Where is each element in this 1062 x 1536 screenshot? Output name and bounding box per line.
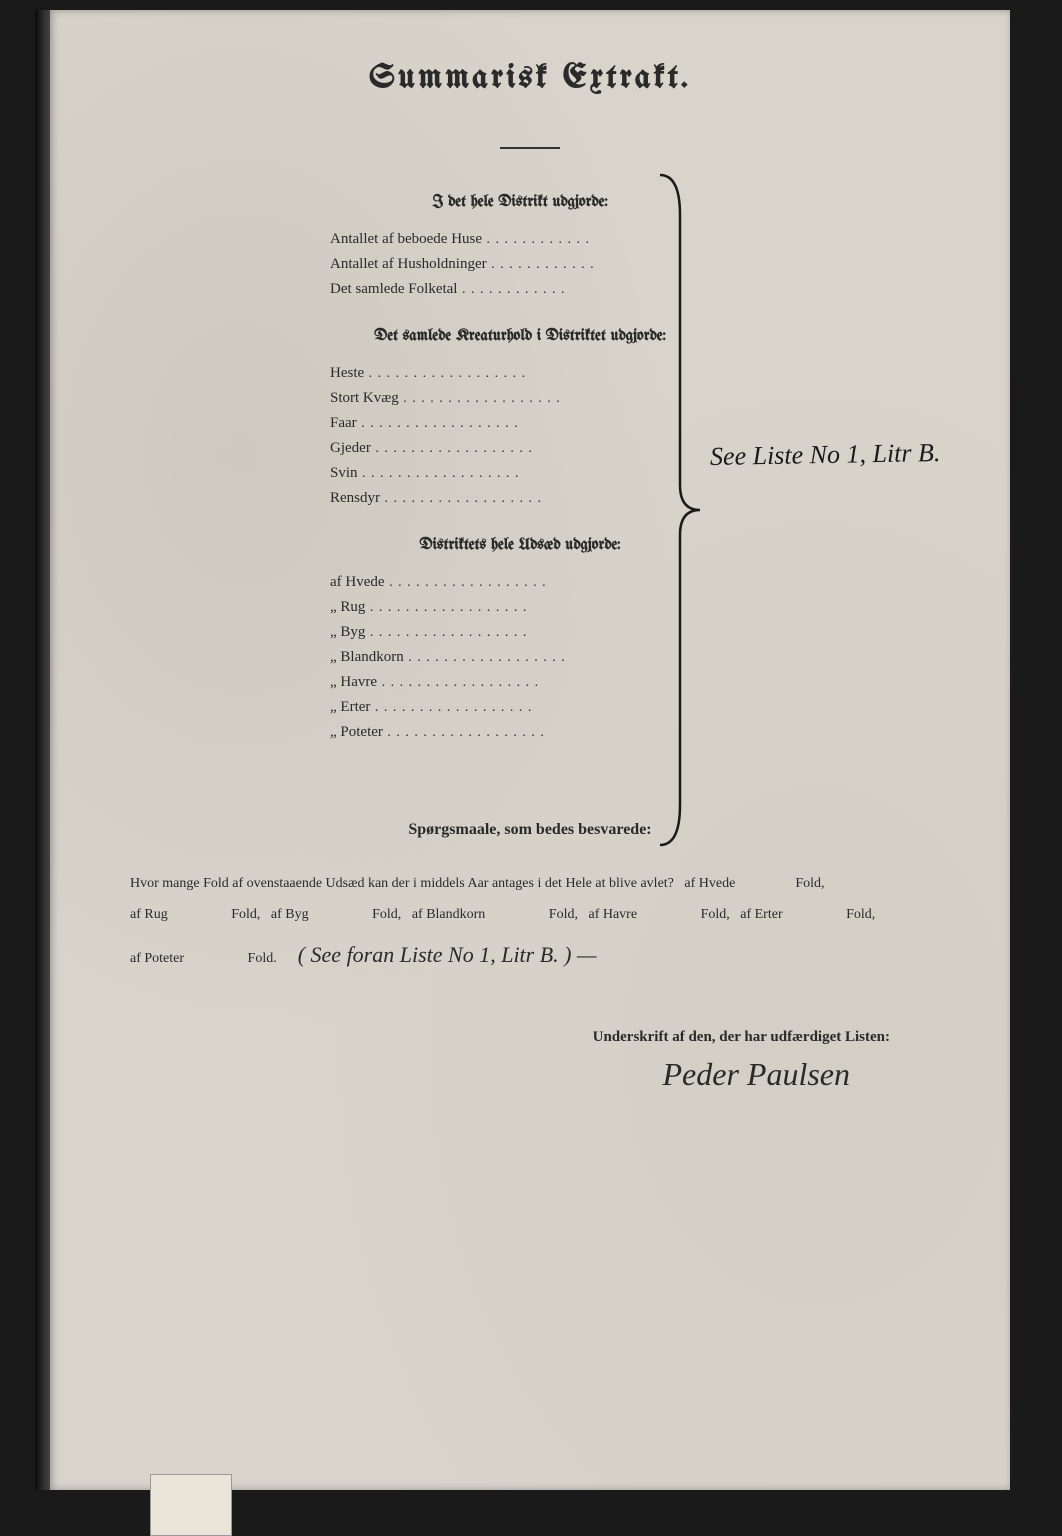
dot-leader [364,365,526,381]
dot-leader [358,465,520,481]
dot-leader [380,490,542,506]
dot-leader [482,231,590,247]
margin-note: See Liste No 1, Litr B. [710,438,941,472]
signature-label: Underskrift af den, der har udfærdiget L… [110,1029,890,1046]
dot-leader [370,699,532,715]
dot-leader [385,574,547,590]
questions-body: Hvor mange Fold af ovenstaaende Udsæd ka… [130,869,930,979]
dot-leader [404,649,566,665]
document-page: Summarisk Extrakt. I det hele Distrikt u… [50,10,1010,1490]
dot-leader [457,281,565,297]
page-tab [150,1474,232,1536]
dot-leader [365,599,527,615]
dot-leader [399,390,561,406]
questions-heading: Spørgsmaale, som bedes besvarede: [110,821,950,839]
dot-leader [383,724,545,740]
dot-leader [357,415,519,431]
handwritten-reference: ( See foran Liste No 1, Litr B. ) — [298,942,597,967]
dot-leader [371,440,533,456]
dot-leader [377,674,539,690]
title-divider [110,136,950,154]
questions-section: Spørgsmaale, som bedes besvarede: Hvor m… [110,821,950,979]
page-title: Summarisk Extrakt. [110,60,950,96]
curly-brace-icon [650,165,710,855]
dot-leader [487,256,595,272]
signature-name: Peder Paulsen [110,1056,850,1093]
dot-leader [365,624,527,640]
